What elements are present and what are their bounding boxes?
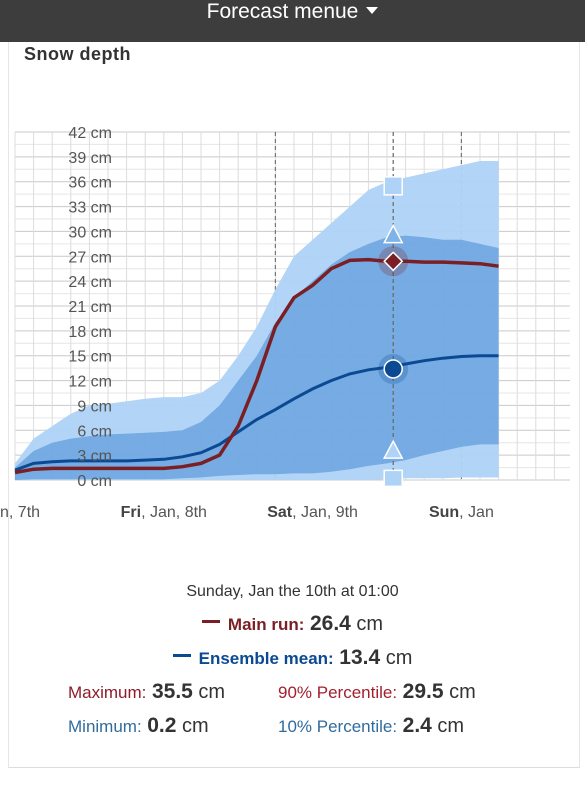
maximum-value: 35.5	[151, 680, 193, 703]
p90-label: 90% Percentile:	[278, 683, 398, 702]
minimum-label: Minimum:	[68, 717, 142, 736]
maximum-marker	[383, 176, 403, 196]
ensemble-mean-line	[14, 354, 499, 472]
y-axis-labels: 42 cm 39 cm 36 cm 33 cm 30 cm 27 cm 24 cm 21 cm…	[68, 125, 112, 490]
p10-value: 2.4	[402, 714, 432, 737]
y-tick-label: 39 cm	[68, 150, 112, 167]
ensemble-mean-value: 13.4	[339, 646, 381, 669]
markers	[378, 132, 409, 488]
main-run-label: Main run:	[227, 615, 305, 634]
ensemble-mean-label: Ensemble mean:	[198, 649, 334, 668]
top-bar: Forecast menue	[0, 0, 585, 42]
tooltip-timestamp: Sunday, Jan the 10th at 01:00	[186, 583, 399, 600]
y-tick-label: 18 cm	[68, 324, 112, 341]
p10-unit: cm	[437, 715, 465, 737]
ensemble-mean-legend-line	[172, 654, 191, 658]
minimum-item: Minimum: 0.2 cm	[68, 714, 209, 738]
ensemble-mean-row: Ensemble mean: 13.4 cm	[0, 646, 585, 670]
y-tick-label: 12 cm	[68, 374, 112, 391]
p90-item: 90% Percentile: 29.5 cm	[278, 680, 476, 704]
x-axis-labels: n, 7th Fri, Jan, 8th Sat, Jan, 9th Sun, Jan	[0, 504, 494, 521]
main-run-row: Main run: 26.4 cm	[0, 612, 585, 636]
y-tick-label: 0 cm	[77, 473, 112, 490]
x-tick-label: Fri, Jan, 8th	[121, 504, 207, 521]
p10-p90-band	[15, 235, 499, 480]
minimum-marker	[383, 469, 403, 488]
ensemble-mean-unit: cm	[385, 647, 413, 669]
x-tick-label: Sun, Jan	[429, 504, 494, 521]
y-tick-label: 30 cm	[68, 224, 112, 241]
minimum-value: 0.2	[147, 714, 177, 737]
lines	[14, 257, 499, 475]
p10-item: 10% Percentile: 2.4 cm	[278, 714, 464, 738]
main-run-value: 26.4	[309, 612, 351, 635]
x-tick-label: n, 7th	[0, 504, 40, 521]
p90-unit: cm	[449, 681, 476, 703]
y-tick-label: 36 cm	[68, 175, 112, 192]
ensemble-mean-marker	[383, 359, 403, 379]
forecast-menu-button[interactable]: Forecast menue	[0, 0, 585, 26]
main-run-legend-line	[201, 620, 220, 624]
areas	[15, 161, 499, 480]
p90-marker	[382, 223, 404, 244]
chart-title: Snow depth	[24, 44, 131, 64]
y-tick-label: 3 cm	[77, 448, 112, 465]
y-tick-label: 42 cm	[68, 125, 112, 142]
y-tick-label: 6 cm	[77, 423, 112, 440]
y-tick-label: 33 cm	[68, 200, 112, 217]
maximum-unit: cm	[198, 681, 226, 703]
x-tick-label: Sat, Jan, 9th	[267, 504, 358, 521]
y-tick-label: 15 cm	[68, 349, 112, 366]
y-tick-label: 27 cm	[68, 249, 112, 266]
y-tick-label: 21 cm	[68, 299, 112, 316]
minimum-unit: cm	[182, 715, 209, 737]
p10-marker	[382, 439, 404, 459]
main-run-line	[14, 257, 499, 475]
y-tick-label: 24 cm	[68, 274, 112, 291]
maximum-item: Maximum: 35.5 cm	[68, 680, 225, 704]
main-run-marker	[383, 251, 404, 272]
p10-label: 10% Percentile:	[278, 717, 398, 736]
maximum-label: Maximum:	[68, 683, 147, 702]
y-tick-label: 9 cm	[77, 398, 112, 415]
p90-value: 29.5	[402, 680, 444, 703]
forecast-menu-label: Forecast menue	[206, 0, 359, 23]
caret-down-icon	[366, 6, 379, 14]
main-run-unit: cm	[356, 613, 384, 635]
snow-depth-chart[interactable]: 42 cm 39 cm 36 cm 33 cm 30 cm 27 cm 24 cm 21 cm…	[0, 100, 585, 540]
